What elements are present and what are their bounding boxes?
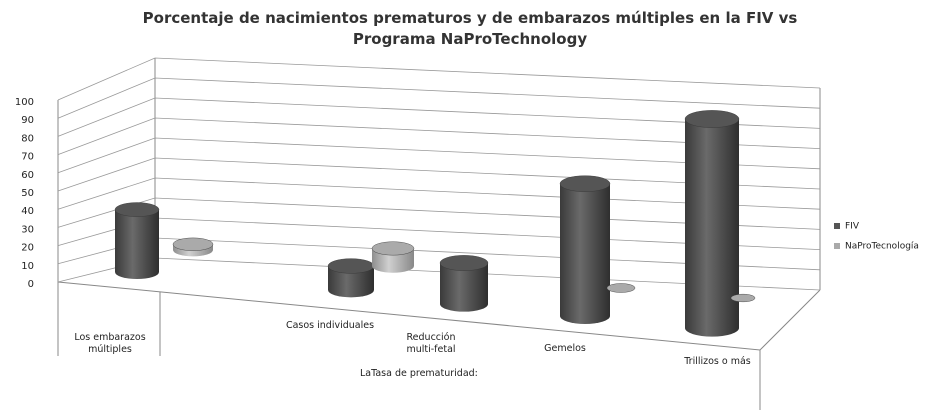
cylinder-top [606,283,636,293]
y-tick-label: 20 [21,243,34,254]
cylinder [327,258,375,298]
y-tick-label: 80 [21,133,34,144]
legend-swatch [834,243,840,249]
y-tick-label: 90 [21,115,34,126]
y-tick-label: 70 [21,152,34,163]
y-tick-label: 50 [21,188,34,199]
y-tick-label: 40 [21,206,34,217]
cylinder-top [559,175,611,192]
y-tick-label: 100 [15,97,34,108]
cylinder [439,255,489,312]
cylinder-body [685,119,739,328]
legend-label: FIV [845,222,860,232]
cylinder-body [115,209,159,272]
cylinder-top [327,258,375,274]
x-tick-label: Trillizos o más [684,356,751,367]
y-tick-label: 60 [21,170,34,181]
x-tick-label: Los embarazos múltiples [74,332,146,355]
cylinder [684,110,740,337]
legend-swatch [834,223,840,229]
grid-line [57,97,821,137]
cylinder-top [371,241,415,256]
cylinder [172,237,214,257]
cylinder [114,202,160,280]
cylinder [606,283,636,293]
cylinder-top [730,293,756,303]
grid-line [57,57,821,101]
x-axis-label: LaTasa de prematuridad: [360,368,478,379]
y-tick-label: 10 [21,261,34,272]
cylinder-top [684,110,740,128]
cylinder [559,175,611,324]
x-tick-label: Reducción multi-fetal [406,332,456,355]
cylinder [371,241,415,273]
x-tick-label: Gemelos [544,343,586,354]
y-tick-label: 0 [28,279,34,290]
cylinder-top [114,202,160,217]
cylinder-top [439,255,489,271]
cylinder-body [560,183,610,316]
chart-title: Porcentaje de nacimientos prematuros y d… [142,9,798,48]
grid-line [57,117,821,155]
y-tick-label: 30 [21,224,34,235]
cylinder-top [172,237,214,251]
x-tick-label: Casos individuales [285,320,375,331]
cylinder [730,293,756,303]
grid-line [57,77,821,119]
grid-line [57,137,821,174]
legend-label: NaProTecnología [845,242,919,252]
